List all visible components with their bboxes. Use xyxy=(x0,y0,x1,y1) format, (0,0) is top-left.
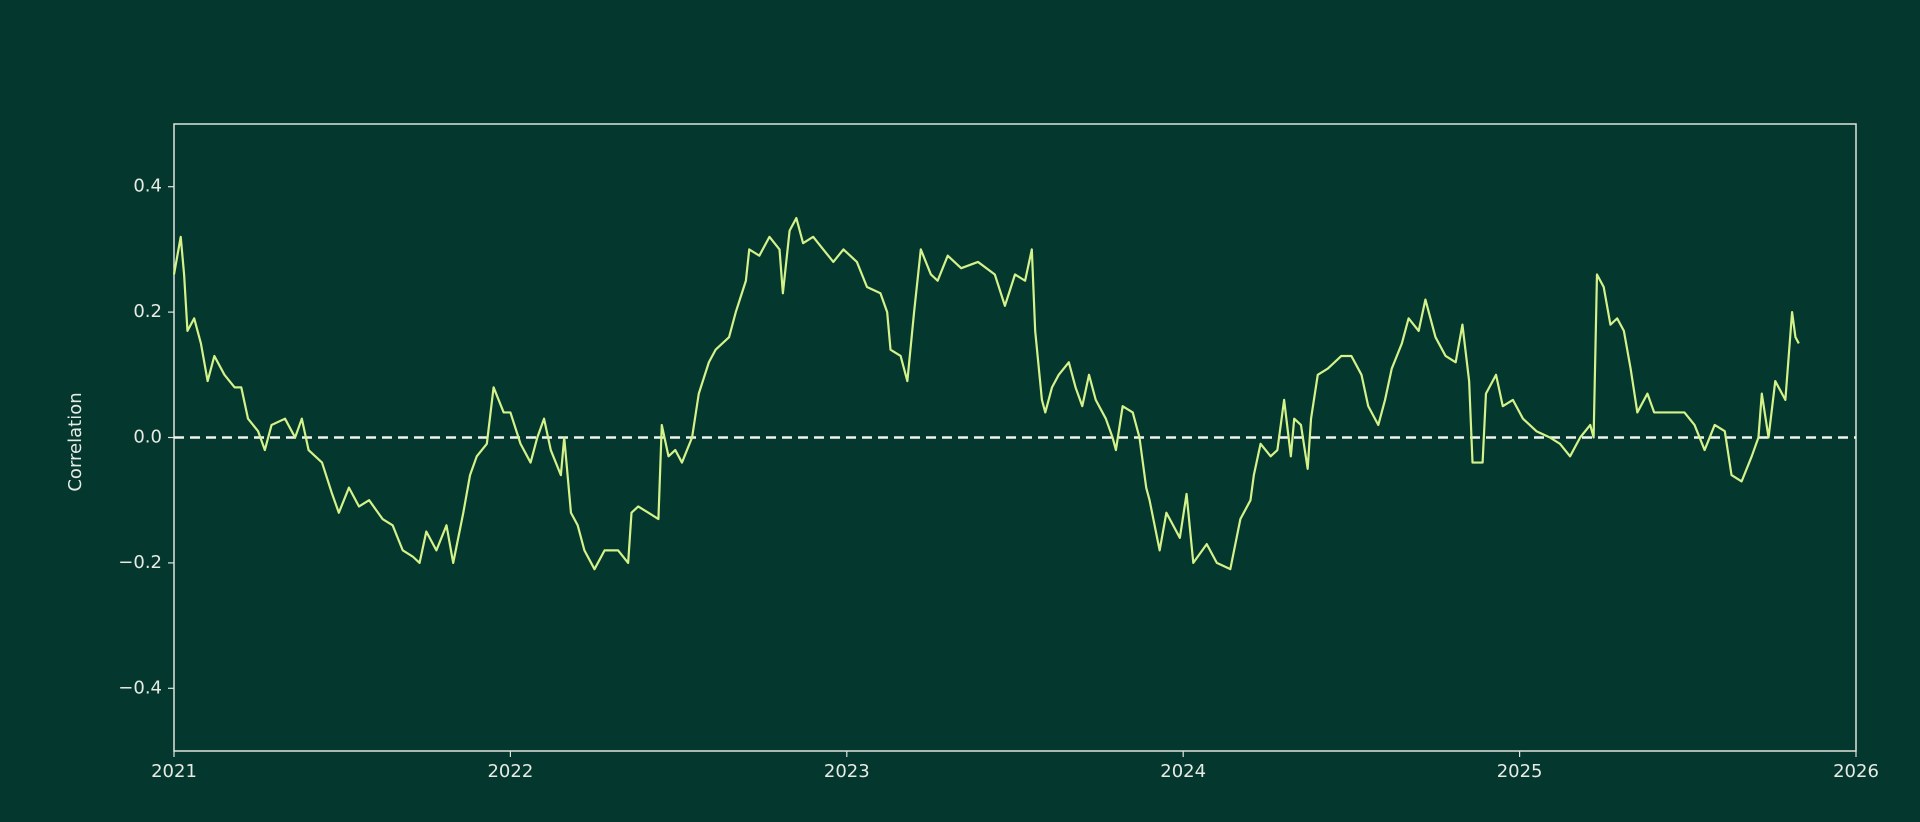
y-tick-label: 0.0 xyxy=(133,427,162,448)
x-tick-label: 2024 xyxy=(1160,761,1206,782)
y-tick-label: 0.4 xyxy=(133,176,162,197)
y-tick-label: −0.2 xyxy=(118,552,162,573)
x-tick-label: 2022 xyxy=(487,761,533,782)
x-tick-label: 2025 xyxy=(1497,761,1543,782)
x-tick-label: 2021 xyxy=(151,761,197,782)
series-line xyxy=(172,216,1800,571)
y-axis-label: Correlation xyxy=(65,392,86,491)
y-tick-label: 0.2 xyxy=(133,301,162,322)
x-tick-label: 2023 xyxy=(824,761,870,782)
x-tick-label: 2026 xyxy=(1833,761,1879,782)
y-tick-label: −0.4 xyxy=(118,677,162,698)
